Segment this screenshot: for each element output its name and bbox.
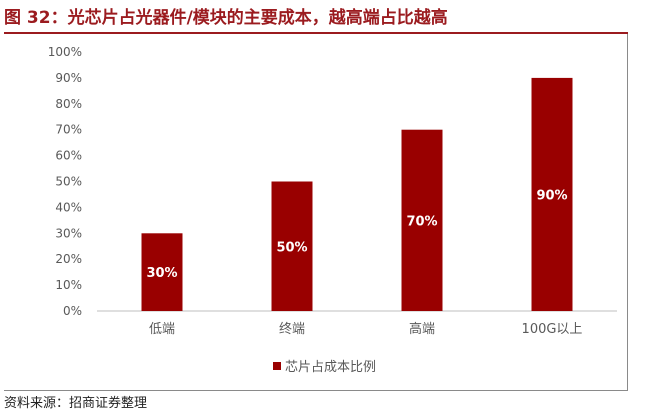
chart-frame: 0% 10% 20% 30% 40% 50% 60% 70% 80% 90% 100% 30% 50%…: [4, 34, 628, 391]
x-axis-labels: 低端 终端 高端 100G以上: [149, 321, 582, 337]
legend-label: 芯片占成本比例: [285, 360, 376, 375]
bar: [401, 129, 443, 311]
bar: [141, 233, 183, 311]
y-tick-label: 80%: [55, 97, 82, 111]
x-tick-label: 终端: [279, 321, 305, 337]
bar-data-label: 30%: [146, 266, 177, 281]
y-tick-label: 10%: [55, 278, 82, 292]
source-note: 资料来源：招商证券整理: [4, 396, 148, 411]
bar-chart: 0% 10% 20% 30% 40% 50% 60% 70% 80% 90% 100% 30% 50%…: [48, 45, 617, 375]
bar: [531, 77, 573, 312]
x-tick-label: 高端: [409, 321, 435, 337]
figure-title: 图 32：光芯片占光器件/模块的主要成本，越高端占比越高: [4, 8, 448, 28]
y-tick-label: 20%: [55, 252, 82, 266]
y-tick-label: 60%: [55, 149, 82, 163]
bar: [271, 181, 313, 311]
y-tick-label: 70%: [55, 123, 82, 137]
x-tick-label: 低端: [149, 322, 175, 337]
y-tick-label: 30%: [55, 226, 82, 240]
bar-data-label: 90%: [536, 188, 567, 203]
y-tick-label: 0%: [63, 304, 82, 318]
y-axis-ticks: 0% 10% 20% 30% 40% 50% 60% 70% 80% 90% 100%: [48, 45, 82, 318]
y-tick-label: 90%: [55, 71, 82, 85]
y-tick-label: 50%: [55, 175, 82, 189]
y-tick-label: 100%: [48, 45, 82, 59]
x-tick-label: 100G以上: [522, 322, 583, 337]
bar-data-label: 50%: [276, 240, 307, 255]
y-tick-label: 40%: [55, 200, 82, 214]
bar-data-label: 70%: [406, 214, 437, 229]
bars: 30% 50% 70% 90%: [141, 77, 573, 312]
legend-swatch: [273, 362, 281, 370]
legend: 芯片占成本比例: [273, 360, 376, 375]
title-divider: [4, 32, 628, 34]
